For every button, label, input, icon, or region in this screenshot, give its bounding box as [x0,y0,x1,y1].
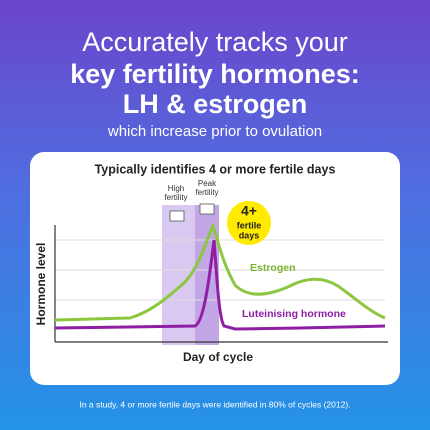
headline-2: key fertility hormones: [70,59,360,89]
badge-number: 4+ [241,203,257,219]
badge-text: fertile [237,220,262,230]
estrogen-curve [54,222,386,322]
peak-label: Peak [198,179,217,188]
peak-icon [199,203,215,215]
high-label: fertility [164,193,187,202]
lh-curve [54,239,386,331]
card-title: Typically identifies 4 or more fertile d… [95,162,336,176]
high-icon [169,210,185,222]
lh-label: Luteinising hormone [242,308,346,320]
y-axis-label: Hormone level [34,243,48,326]
headline-3: LH & estrogen [123,89,308,119]
x-axis-label: Day of cycle [183,350,253,364]
footnote: In a study, 4 or more fertile days were … [79,399,350,409]
estrogen-label: Estrogen [250,262,296,274]
subtitle: which increase prior to ovulation [107,123,322,140]
peak-label: fertility [195,188,218,197]
high-label: High [168,184,184,193]
headline-1: Accurately tracks your [82,27,348,57]
badge [227,201,271,245]
badge-text: days [239,230,260,240]
